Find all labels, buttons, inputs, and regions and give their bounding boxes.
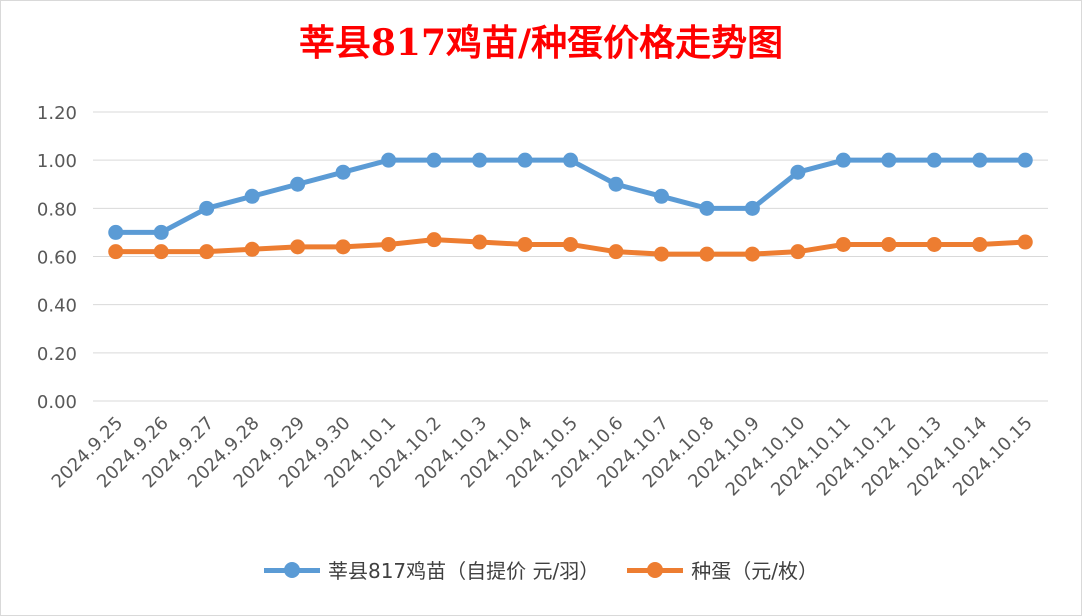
data-point-1 xyxy=(653,246,669,262)
data-point-1 xyxy=(244,241,260,257)
legend: 莘县817鸡苗（自提价 元/羽） 种蛋（元/枚） xyxy=(0,555,1082,584)
data-point-1 xyxy=(835,236,851,252)
data-point-1 xyxy=(1017,234,1033,250)
data-point-0 xyxy=(153,224,169,240)
y-tick-label: 0.80 xyxy=(37,199,77,220)
data-point-0 xyxy=(835,152,851,168)
data-point-1 xyxy=(517,236,533,252)
chart-title: 莘县817鸡苗/种蛋价格走势图 xyxy=(298,22,784,64)
data-point-1 xyxy=(699,246,715,262)
data-point-0 xyxy=(472,152,488,168)
data-point-1 xyxy=(744,246,760,262)
legend-item-chick: 莘县817鸡苗（自提价 元/羽） xyxy=(263,555,600,584)
data-point-1 xyxy=(563,236,578,252)
legend-label-egg: 种蛋（元/枚） xyxy=(691,559,819,583)
data-point-0 xyxy=(199,200,215,216)
data-point-1 xyxy=(335,239,351,255)
x-axis-ticks: 2024.9.252024.9.262024.9.272024.9.282024… xyxy=(48,413,1037,501)
y-tick-label: 1.00 xyxy=(37,151,77,172)
y-axis-ticks: 0.00 0.20 0.40 0.60 0.80 1.00 1.20 xyxy=(37,103,77,413)
data-point-1 xyxy=(108,244,124,260)
legend-item-egg: 种蛋（元/枚） xyxy=(627,555,818,584)
y-tick-label: 1.20 xyxy=(37,103,77,124)
data-point-1 xyxy=(381,236,397,252)
y-tick-label: 0.40 xyxy=(37,296,77,317)
data-point-0 xyxy=(881,152,897,168)
data-point-0 xyxy=(972,152,988,168)
data-point-0 xyxy=(290,176,306,192)
data-point-0 xyxy=(426,152,442,168)
data-point-0 xyxy=(108,224,124,240)
data-point-0 xyxy=(926,152,942,168)
data-point-0 xyxy=(608,176,624,192)
legend-swatch-egg xyxy=(627,560,684,580)
legend-label-chick: 莘县817鸡苗（自提价 元/羽） xyxy=(327,559,600,583)
legend-swatch-chick xyxy=(263,560,320,580)
y-tick-label: 0.60 xyxy=(37,248,77,269)
data-point-0 xyxy=(653,188,669,204)
data-point-0 xyxy=(699,200,715,216)
data-point-1 xyxy=(290,239,306,255)
data-point-0 xyxy=(517,152,533,168)
data-point-0 xyxy=(790,164,806,180)
data-point-0 xyxy=(1017,152,1033,168)
data-point-1 xyxy=(426,232,442,248)
data-point-1 xyxy=(153,244,169,260)
data-point-1 xyxy=(790,244,806,260)
data-point-0 xyxy=(744,200,760,216)
data-point-1 xyxy=(608,244,624,260)
data-point-0 xyxy=(335,164,351,180)
data-point-1 xyxy=(199,244,215,260)
y-tick-label: 0.20 xyxy=(37,344,77,365)
data-point-1 xyxy=(972,236,988,252)
data-point-0 xyxy=(381,152,397,168)
data-point-0 xyxy=(244,188,260,204)
y-tick-label: 0.00 xyxy=(37,392,77,413)
series-points xyxy=(108,152,1033,262)
data-point-1 xyxy=(472,234,488,250)
data-point-1 xyxy=(881,236,897,252)
data-point-1 xyxy=(926,236,942,252)
data-point-0 xyxy=(563,152,578,168)
